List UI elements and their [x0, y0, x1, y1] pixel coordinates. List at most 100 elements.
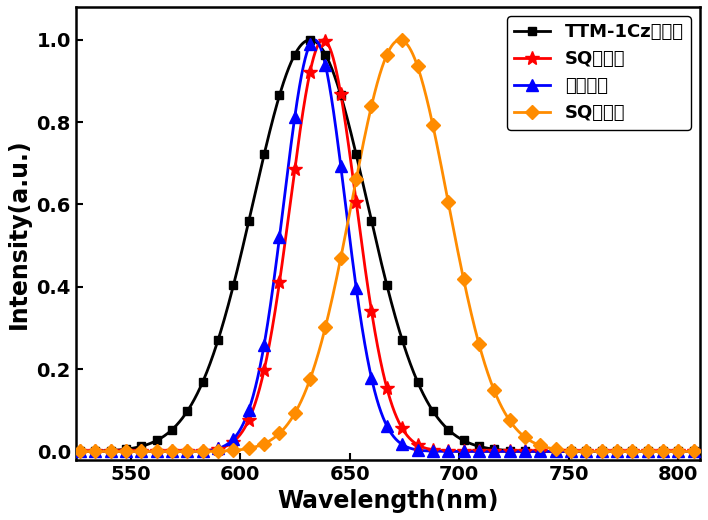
SQ发射峰 — [260, 440, 268, 447]
重叠区域 — [321, 62, 330, 69]
TTM-1Cz发射峰 — [582, 448, 590, 454]
SQ发射峰 — [152, 448, 161, 454]
SQ吸收峰 — [122, 448, 130, 454]
TTM-1Cz发射峰 — [137, 443, 146, 449]
重叠区域 — [275, 234, 284, 240]
SQ吸收峰 — [106, 448, 115, 454]
SQ发射峰 — [306, 376, 314, 382]
TTM-1Cz发射峰 — [244, 218, 253, 224]
SQ发射峰 — [76, 448, 84, 454]
SQ吸收峰 — [459, 448, 468, 454]
SQ吸收峰 — [367, 308, 376, 314]
SQ发射峰 — [275, 430, 284, 436]
重叠区域 — [490, 448, 498, 454]
TTM-1Cz发射峰 — [612, 448, 621, 454]
SQ发射峰 — [690, 448, 698, 454]
SQ发射峰 — [490, 387, 498, 394]
重叠区域 — [428, 448, 437, 454]
SQ吸收峰 — [658, 448, 667, 454]
重叠区域 — [612, 448, 621, 454]
TTM-1Cz发射峰 — [352, 151, 360, 158]
重叠区域 — [260, 342, 268, 348]
SQ吸收峰 — [444, 448, 452, 454]
Line: SQ发射峰: SQ发射峰 — [75, 35, 698, 456]
SQ吸收峰 — [76, 448, 84, 454]
TTM-1Cz发射峰 — [152, 437, 161, 444]
TTM-1Cz发射峰 — [566, 448, 575, 454]
重叠区域 — [367, 375, 376, 381]
重叠区域 — [168, 448, 176, 454]
TTM-1Cz发射峰 — [183, 408, 192, 414]
重叠区域 — [198, 448, 207, 454]
Line: TTM-1Cz发射峰: TTM-1Cz发射峰 — [76, 36, 697, 456]
SQ发射峰 — [428, 122, 437, 128]
重叠区域 — [336, 163, 345, 170]
重叠区域 — [582, 448, 590, 454]
SQ吸收峰 — [612, 448, 621, 454]
SQ发射峰 — [290, 410, 299, 417]
TTM-1Cz发射峰 — [506, 447, 514, 453]
重叠区域 — [444, 448, 452, 454]
SQ发射峰 — [644, 448, 652, 454]
SQ吸收峰 — [490, 448, 498, 454]
重叠区域 — [306, 41, 314, 47]
SQ发射峰 — [367, 102, 376, 109]
TTM-1Cz发射峰 — [690, 448, 698, 454]
重叠区域 — [506, 448, 514, 454]
SQ发射峰 — [168, 448, 176, 454]
SQ发射峰 — [137, 448, 146, 454]
重叠区域 — [398, 441, 406, 448]
重叠区域 — [474, 448, 483, 454]
SQ吸收峰 — [382, 385, 391, 391]
SQ发射峰 — [398, 37, 406, 43]
重叠区域 — [382, 423, 391, 429]
SQ发射峰 — [229, 447, 238, 453]
SQ发射峰 — [183, 448, 192, 454]
重叠区域 — [137, 448, 146, 454]
TTM-1Cz发射峰 — [674, 448, 683, 454]
SQ吸收峰 — [214, 446, 222, 452]
SQ吸收峰 — [520, 448, 529, 454]
SQ发射峰 — [674, 448, 683, 454]
TTM-1Cz发射峰 — [275, 92, 284, 98]
SQ吸收峰 — [644, 448, 652, 454]
TTM-1Cz发射峰 — [536, 448, 544, 454]
SQ发射峰 — [506, 417, 514, 423]
重叠区域 — [152, 448, 161, 454]
Legend: TTM-1Cz发射峰, SQ吸收峰, 重叠区域, SQ发射峰: TTM-1Cz发射峰, SQ吸收峰, 重叠区域, SQ发射峰 — [507, 16, 691, 129]
SQ吸收峰 — [91, 448, 100, 454]
重叠区域 — [106, 448, 115, 454]
SQ发射峰 — [321, 323, 330, 330]
SQ吸收峰 — [674, 448, 683, 454]
SQ吸收峰 — [474, 448, 483, 454]
TTM-1Cz发射峰 — [490, 446, 498, 452]
重叠区域 — [690, 448, 698, 454]
重叠区域 — [459, 448, 468, 454]
X-axis label: Wavelength(nm): Wavelength(nm) — [277, 489, 498, 513]
TTM-1Cz发射峰 — [367, 218, 376, 224]
SQ吸收峰 — [260, 367, 268, 373]
SQ发射峰 — [244, 445, 253, 451]
SQ发射峰 — [106, 448, 115, 454]
重叠区域 — [122, 448, 130, 454]
SQ发射峰 — [520, 434, 529, 440]
TTM-1Cz发射峰 — [598, 448, 606, 454]
重叠区域 — [413, 447, 422, 453]
TTM-1Cz发射峰 — [306, 37, 314, 43]
Line: SQ吸收峰: SQ吸收峰 — [73, 34, 700, 458]
TTM-1Cz发射峰 — [106, 447, 115, 453]
TTM-1Cz发射峰 — [428, 408, 437, 414]
重叠区域 — [566, 448, 575, 454]
SQ发射峰 — [474, 341, 483, 347]
TTM-1Cz发射峰 — [122, 446, 130, 452]
重叠区域 — [352, 284, 360, 291]
SQ吸收峰 — [244, 417, 253, 423]
重叠区域 — [214, 445, 222, 451]
SQ吸收峰 — [506, 448, 514, 454]
重叠区域 — [244, 407, 253, 413]
重叠区域 — [658, 448, 667, 454]
SQ吸收峰 — [536, 448, 544, 454]
SQ吸收峰 — [398, 425, 406, 432]
SQ吸收峰 — [552, 448, 560, 454]
SQ发射峰 — [352, 176, 360, 183]
